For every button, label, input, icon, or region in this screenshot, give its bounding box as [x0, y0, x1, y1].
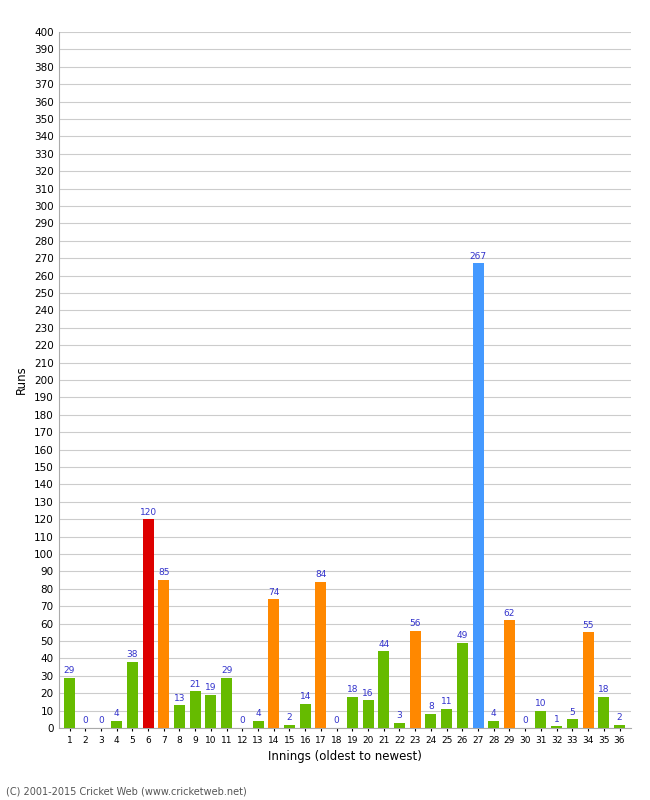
- Bar: [441, 709, 452, 728]
- Bar: [221, 678, 232, 728]
- Bar: [582, 632, 593, 728]
- Text: 11: 11: [441, 698, 452, 706]
- Bar: [536, 710, 547, 728]
- Text: 74: 74: [268, 588, 280, 597]
- Text: 0: 0: [83, 716, 88, 726]
- Text: 0: 0: [239, 716, 245, 726]
- Bar: [488, 721, 499, 728]
- Bar: [457, 642, 468, 728]
- Bar: [190, 691, 201, 728]
- Y-axis label: Runs: Runs: [16, 366, 29, 394]
- Bar: [174, 706, 185, 728]
- Text: 0: 0: [333, 716, 339, 726]
- Text: 29: 29: [221, 666, 232, 675]
- Text: 38: 38: [127, 650, 138, 659]
- Text: 16: 16: [362, 689, 374, 698]
- Text: 4: 4: [114, 710, 120, 718]
- Text: 14: 14: [300, 692, 311, 701]
- Bar: [426, 714, 436, 728]
- Bar: [205, 695, 216, 728]
- Bar: [504, 620, 515, 728]
- Text: 29: 29: [64, 666, 75, 675]
- Bar: [614, 725, 625, 728]
- Bar: [315, 582, 326, 728]
- Bar: [363, 700, 374, 728]
- Bar: [394, 722, 405, 728]
- Text: 44: 44: [378, 640, 389, 649]
- Text: 18: 18: [598, 685, 610, 694]
- Text: 3: 3: [396, 711, 402, 720]
- Bar: [284, 725, 295, 728]
- Text: 1: 1: [554, 714, 560, 724]
- Text: 4: 4: [255, 710, 261, 718]
- Text: 267: 267: [469, 252, 487, 261]
- Text: 85: 85: [158, 569, 170, 578]
- Bar: [567, 719, 578, 728]
- Bar: [127, 662, 138, 728]
- Text: 2: 2: [617, 713, 622, 722]
- Bar: [111, 721, 122, 728]
- Text: 55: 55: [582, 621, 594, 630]
- Bar: [253, 721, 263, 728]
- Bar: [300, 704, 311, 728]
- Text: 0: 0: [98, 716, 104, 726]
- Text: 120: 120: [140, 507, 157, 517]
- Text: 2: 2: [287, 713, 292, 722]
- Text: 0: 0: [523, 716, 528, 726]
- Text: 18: 18: [346, 685, 358, 694]
- Bar: [347, 697, 358, 728]
- Text: 13: 13: [174, 694, 185, 702]
- Text: 84: 84: [315, 570, 326, 579]
- Text: 21: 21: [190, 680, 201, 689]
- Bar: [410, 630, 421, 728]
- Bar: [551, 726, 562, 728]
- Bar: [473, 263, 484, 728]
- Bar: [598, 697, 609, 728]
- Bar: [268, 599, 280, 728]
- Text: 56: 56: [410, 619, 421, 628]
- Text: (C) 2001-2015 Cricket Web (www.cricketweb.net): (C) 2001-2015 Cricket Web (www.cricketwe…: [6, 786, 247, 796]
- Text: 5: 5: [569, 708, 575, 717]
- Text: 49: 49: [457, 631, 468, 640]
- X-axis label: Innings (oldest to newest): Innings (oldest to newest): [268, 750, 421, 763]
- Bar: [159, 580, 169, 728]
- Bar: [142, 519, 153, 728]
- Text: 62: 62: [504, 609, 515, 618]
- Text: 8: 8: [428, 702, 434, 711]
- Text: 4: 4: [491, 710, 497, 718]
- Bar: [64, 678, 75, 728]
- Text: 10: 10: [535, 699, 547, 708]
- Text: 19: 19: [205, 683, 216, 692]
- Bar: [378, 651, 389, 728]
